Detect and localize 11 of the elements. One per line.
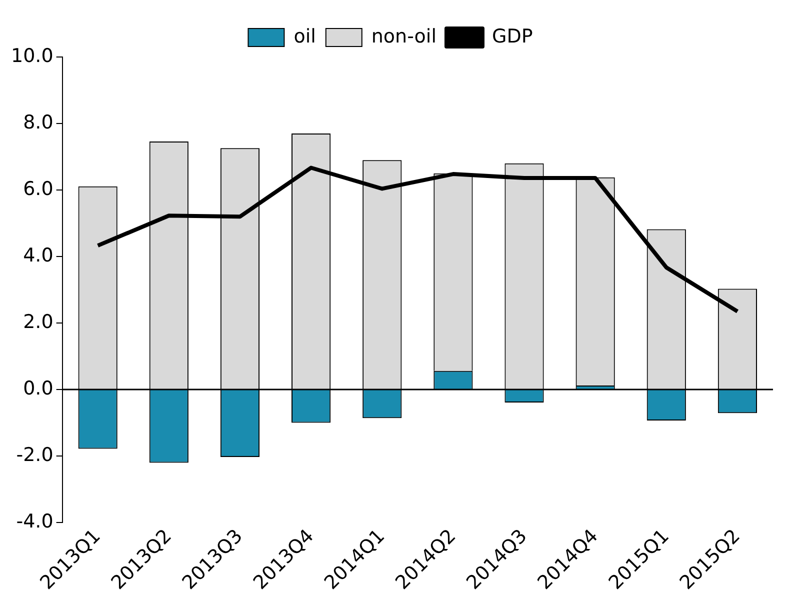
- legend-label: oil: [294, 25, 316, 48]
- y-tick-label: 8.0: [23, 111, 54, 134]
- y-tick-label: 6.0: [23, 178, 54, 200]
- y-tick-label: -2.0: [16, 444, 54, 466]
- y-tick-label: -4.0: [16, 510, 54, 532]
- legend-label: non-oil: [371, 25, 436, 48]
- y-tick-label: 2.0: [23, 310, 54, 333]
- y-tick-label: 0.0: [23, 377, 54, 400]
- y-tick-label: 10.0: [10, 44, 54, 67]
- y-tick-label: 4.0: [23, 244, 54, 266]
- legend-label: GDP: [492, 25, 533, 48]
